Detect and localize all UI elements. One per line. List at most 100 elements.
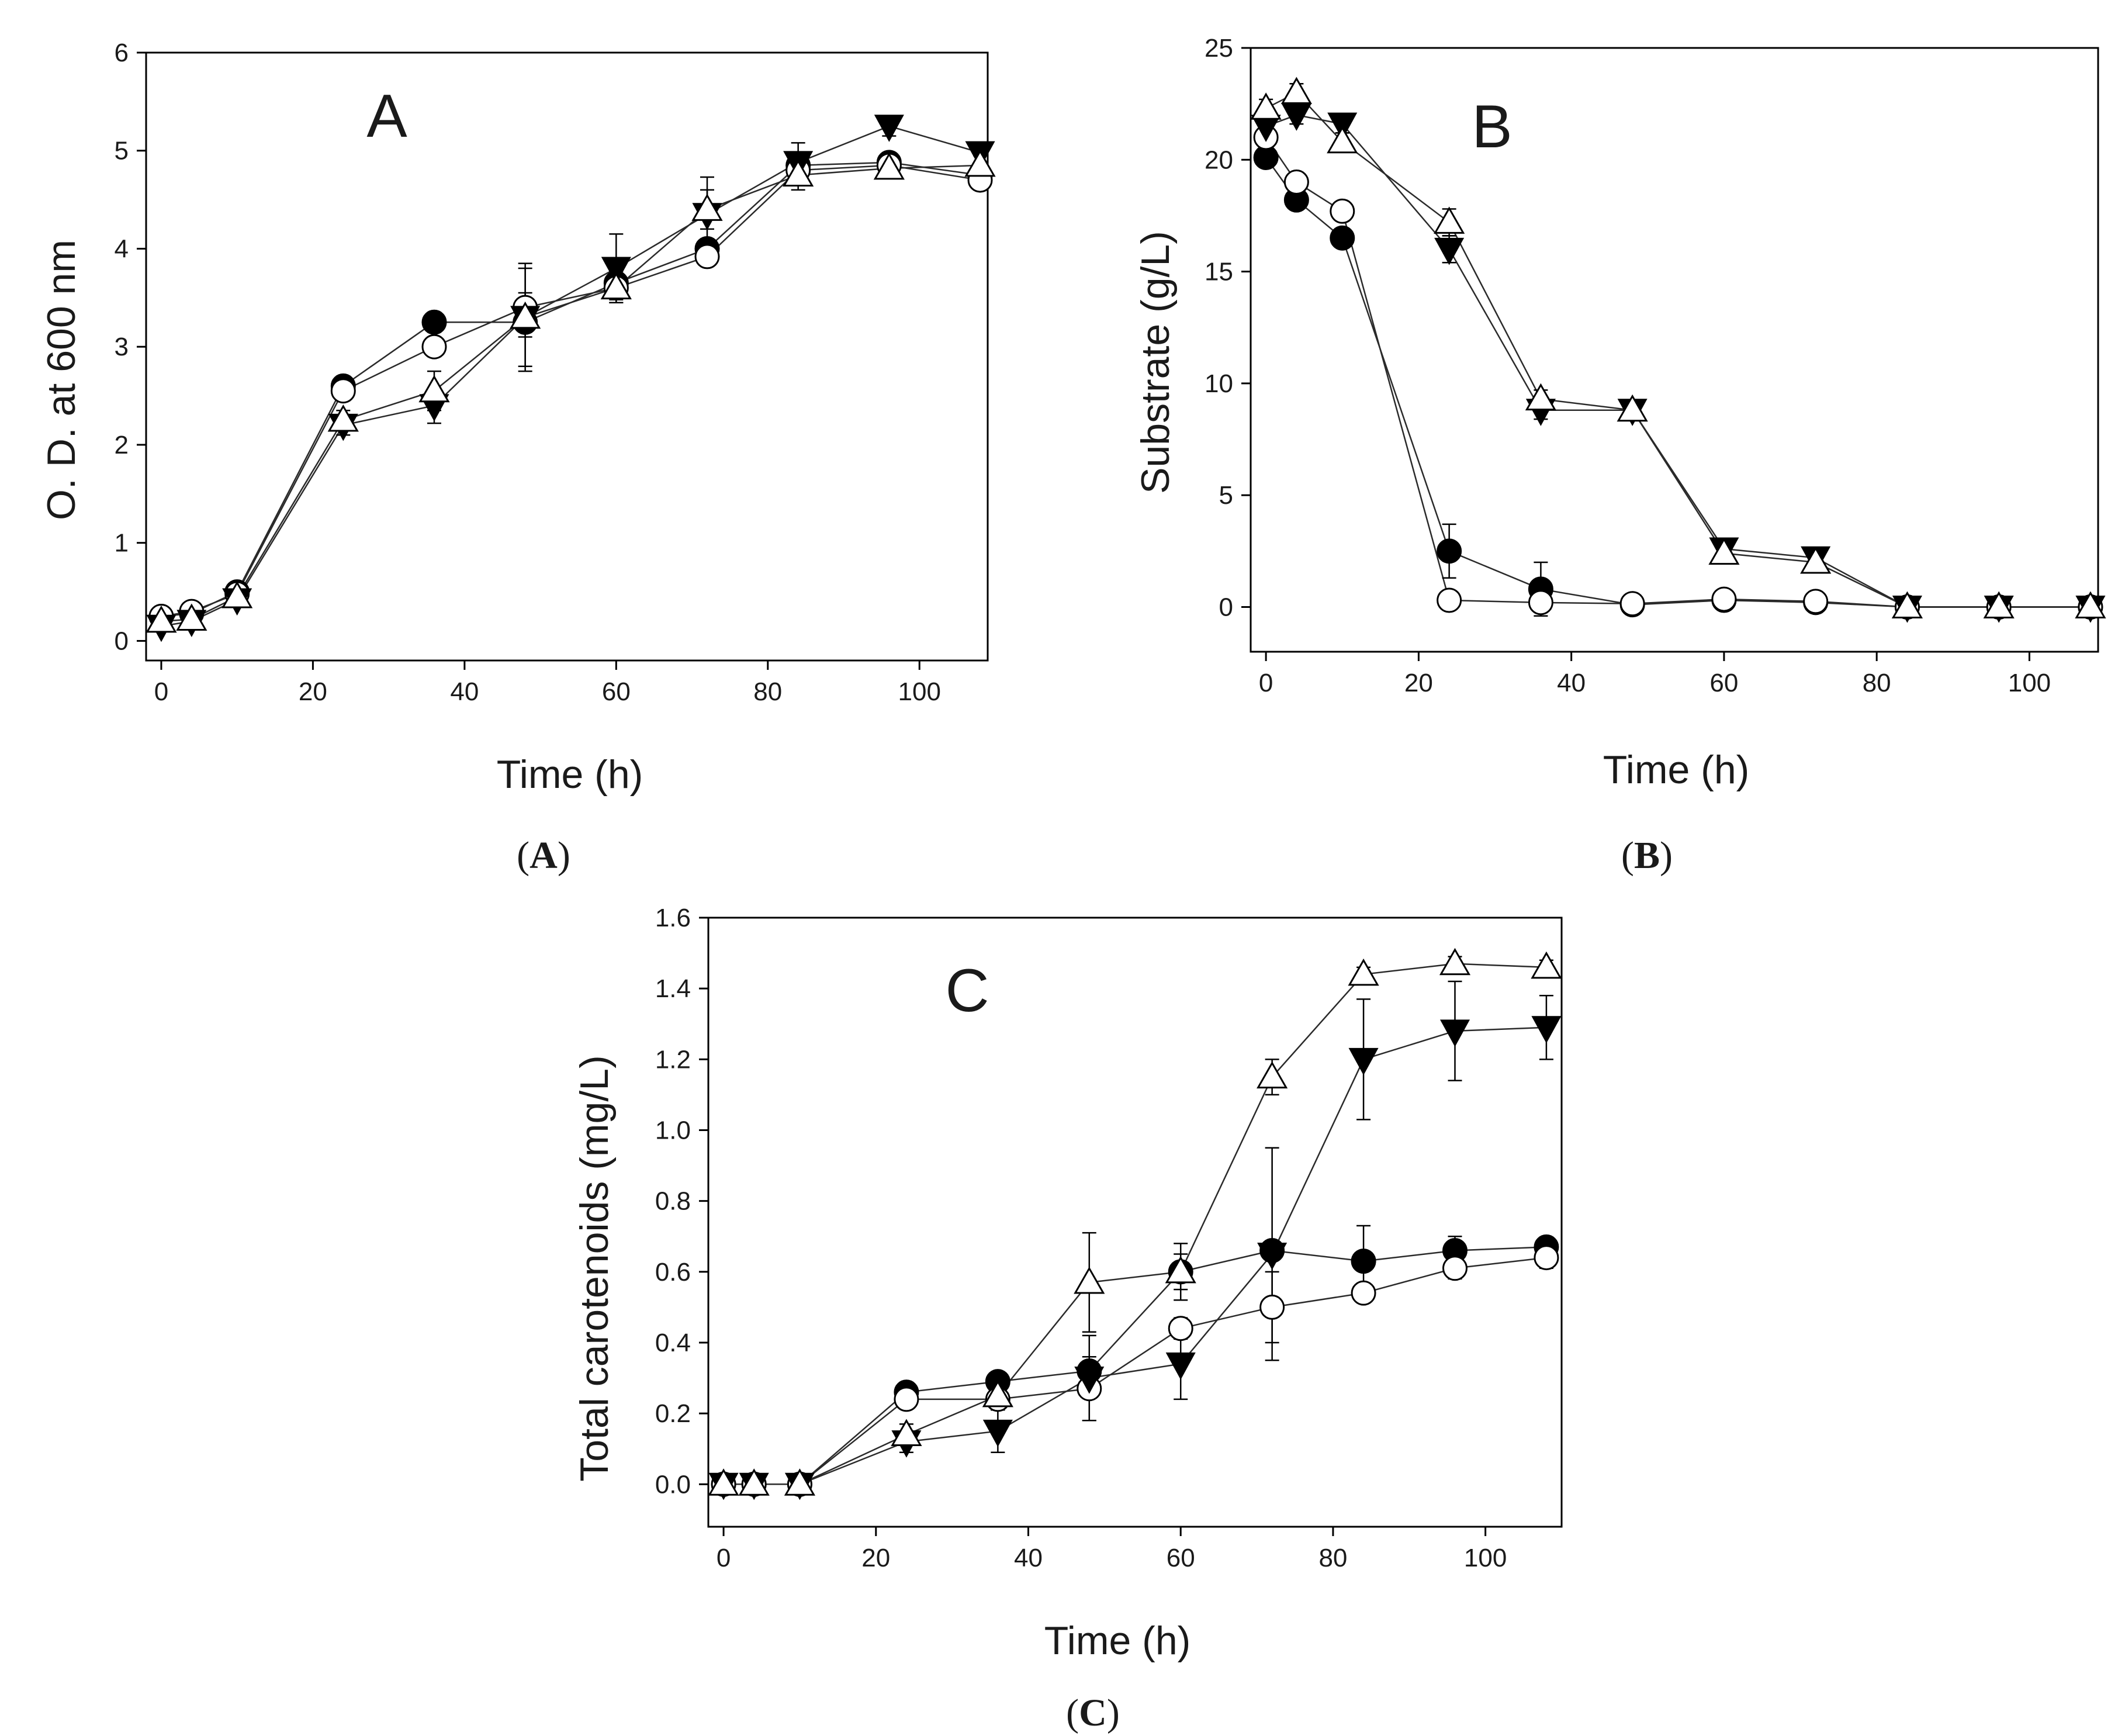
panel-c-point-filled-triangle-down [1348,1047,1379,1076]
panel-a-x-tick-label: 80 [753,677,782,706]
panel-b-letter: B [1472,93,1512,161]
panel-c-point-filled-triangle-down [1257,1243,1288,1270]
panel-a-y-tick-label: 1 [115,529,129,558]
panel-b-caption: (B) [1621,834,1673,877]
panel-b-point-open-triangle-up [1983,591,2015,618]
panel-a-point-open-triangle-up [418,375,450,403]
panel-c-point-open-triangle-up [1531,951,1562,979]
panel-a-point-open-circle [330,378,356,404]
panel-a-point-open-triangle-up [146,605,177,633]
panel-c-y-tick-label: 0.2 [655,1399,691,1428]
panel-a-y-tick-label: 4 [115,234,129,263]
panel-a-point-open-triangle-up [964,149,996,177]
panel-b: B Time (h) Substrate (g/L) (B) 0 20 40 60 80… [1133,34,2106,877]
panel-a-caption: (A) [517,834,570,877]
panel-b-point-open-triangle-up [1280,77,1312,105]
panel-b-x-tick-label: 80 [1863,669,1891,697]
panel-c-caption: (C) [1066,1692,1120,1734]
panel-c-point-open-triangle-up [738,1468,770,1496]
panel-c-point-filled-triangle-down [1439,1019,1470,1047]
panel-c-y-tick-label: 0.0 [655,1470,691,1499]
panel-c-point-filled-triangle-down [1074,1367,1105,1394]
panel-a-point-open-triangle-up [691,193,723,221]
panel-c-point-open-triangle-up [891,1419,922,1446]
panel-a-point-filled-circle [421,309,447,335]
panel-b-x-tick-label: 40 [1557,669,1586,697]
panel-b-x-tick-label: 0 [1259,669,1273,697]
panel-c-point-open-triangle-up [708,1468,739,1496]
panel-a-x-tick-label: 0 [154,677,168,706]
panel-b-x-tick-label: 60 [1709,669,1738,697]
panel-b-point-open-circle [1283,170,1309,195]
panel-c-point-open-circle [1259,1294,1285,1320]
panel-b-point-filled-circle [1330,225,1355,251]
panel-b-x-tick-label: 20 [1404,669,1433,697]
panel-c-point-filled-circle [1351,1249,1376,1274]
panel-c-point-open-triangle-up [982,1379,1013,1408]
panel-a-point-open-triangle-up [873,152,905,180]
panel-b-point-open-circle [1528,590,1553,615]
panel-c-x-tick-label: 60 [1167,1544,1195,1572]
panel-b-point-open-triangle-up [1434,206,1465,234]
panel-b-point-open-triangle-up [1891,591,1923,618]
panel-b-point-open-circle [1437,587,1462,613]
panel-c: C Time (h) Total carotenoids (mg/L) (C) … [572,904,1563,1734]
panel-c-point-open-circle [1351,1280,1376,1306]
panel-c-caption-letter: C [1079,1692,1107,1734]
panel-c-y-tick-label: 0.8 [655,1187,691,1216]
panel-b-point-open-triangle-up [1617,394,1648,422]
panel-b-point-open-triangle-up [2075,591,2106,618]
panel-b-point-filled-triangle-down [1434,237,1465,265]
panel-b-point-open-triangle-up [1327,126,1358,154]
panel-b-y-tick-label: 15 [1205,258,1233,286]
panel-c-point-open-triangle-up [1165,1256,1196,1284]
panel-c-point-open-circle [1534,1245,1559,1271]
panel-a-x-tick-label: 100 [898,677,941,706]
panel-c-point-open-triangle-up [1074,1266,1105,1294]
panel-b-x-tick-label: 100 [2008,669,2051,697]
panel-c-x-tick-label: 20 [861,1544,890,1572]
panel-b-point-open-circle [1619,591,1645,617]
panel-a-plot-frame [145,51,989,662]
panel-c-point-filled-triangle-down [1165,1352,1196,1380]
panel-a-y-tick-label: 2 [115,431,129,459]
panel-b-y-axis-label: Substrate (g/L) [1133,231,1178,494]
panel-b-point-open-triangle-up [1800,546,1832,574]
panel-c-y-tick-label: 1.4 [655,974,691,1003]
panel-b-y-tick-label: 0 [1219,593,1233,621]
panel-a-letter: A [366,82,407,150]
panel-a-point-open-triangle-up [510,301,541,329]
panel-b-y-tick-label: 10 [1205,369,1233,398]
panel-c-y-tick-label: 0.4 [655,1329,691,1357]
panel-a-y-axis-label: O. D. at 600 nm [39,240,84,520]
panel-c-point-open-triangle-up [1439,947,1471,976]
panel-b-point-open-triangle-up [1708,537,1740,565]
panel-c-point-filled-triangle-down [1531,1016,1562,1043]
panel-a-x-tick-label: 20 [299,677,327,706]
panel-a-y-tick-label: 5 [115,137,129,165]
panel-b-y-tick-label: 20 [1205,146,1233,174]
panel-c-point-open-triangle-up [1348,958,1379,986]
panel-b-y-tick-label: 5 [1219,481,1233,510]
panel-a-point-open-triangle-up [600,272,632,300]
panel-b-plot-frame [1250,47,2099,653]
panel-a-point-open-circle [694,244,720,269]
panel-c-y-tick-label: 0.6 [655,1258,691,1287]
panel-a-point-filled-triangle-down [601,257,631,285]
panel-a-point-open-triangle-up [222,580,253,608]
panel-c-y-axis-label: Total carotenoids (mg/L) [572,1055,617,1481]
panel-c-x-tick-label: 80 [1318,1544,1347,1572]
panel-b-point-filled-triangle-down [1327,112,1358,140]
panel-c-x-tick-label: 40 [1014,1544,1043,1572]
panel-c-point-open-triangle-up [784,1468,816,1496]
panel-a-x-tick-label: 40 [450,677,479,706]
panel-c-point-open-triangle-up [1257,1061,1288,1089]
panel-b-caption-letter: B [1634,834,1660,877]
panel-b-point-open-circle [1803,589,1829,614]
panel-b-point-open-triangle-up [1250,92,1282,120]
panel-a-point-open-triangle-up [176,603,207,631]
panel-a-x-axis-label: Time (h) [497,752,643,797]
panel-c-y-tick-label: 1.2 [655,1045,691,1074]
